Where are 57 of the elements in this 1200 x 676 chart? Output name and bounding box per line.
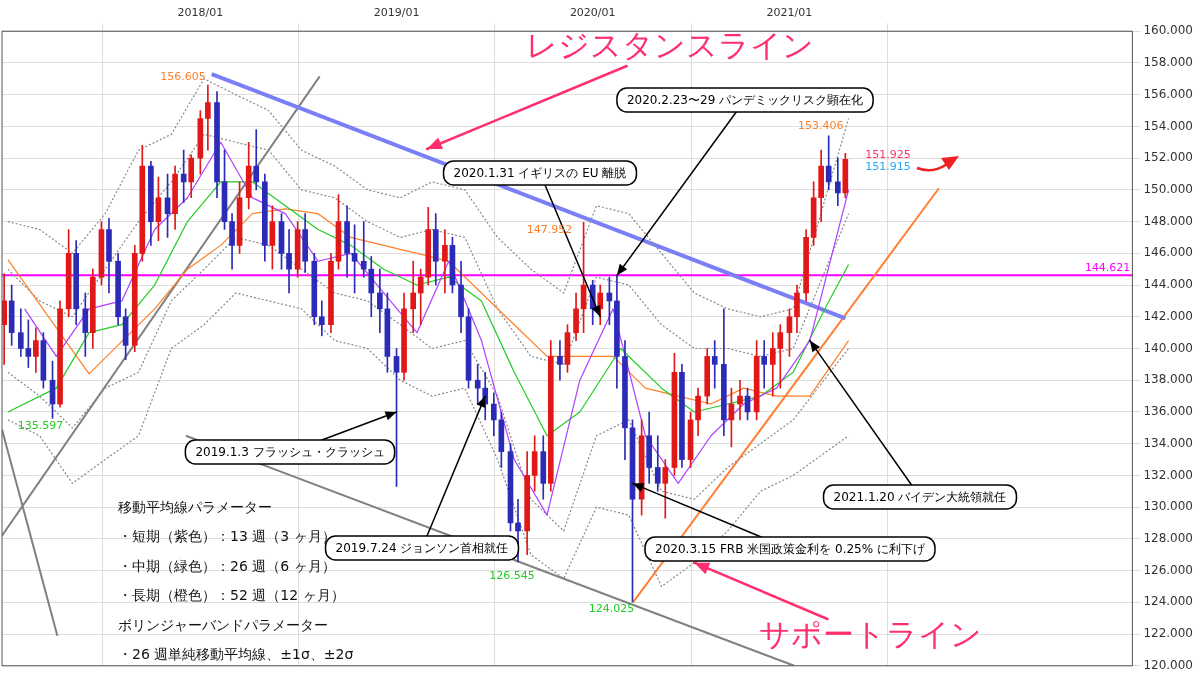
candlestick xyxy=(474,364,481,405)
candlestick xyxy=(180,149,187,203)
y-tick-label: 158.000 xyxy=(1143,55,1193,70)
candlestick xyxy=(377,268,383,333)
y-tick-label: 142.000 xyxy=(1143,308,1193,323)
annotation: ・長期（橙色）：52 週（12 ヶ月） xyxy=(118,587,345,604)
y-tick-label: 134.000 xyxy=(1143,435,1193,450)
y-tick-label: 124.000 xyxy=(1143,594,1193,609)
candlestick xyxy=(737,379,743,421)
candlestick xyxy=(711,340,718,389)
annotation: 151.915 xyxy=(865,160,911,174)
annotation: 移動平均線パラメーター xyxy=(118,498,272,515)
annotation: 2020.3.15 FRB 米国政策金利を 0.25% に利下げ xyxy=(655,542,926,557)
annotation: 2019.1.3 フラッシュ・クラッシュ xyxy=(195,445,385,460)
y-tick-label: 128.000 xyxy=(1143,531,1193,546)
x-tick-label: 2021/01 xyxy=(766,6,813,20)
y-tick-label: 156.000 xyxy=(1143,86,1193,101)
y-tick-label: 140.000 xyxy=(1143,340,1193,355)
annotation: レジスタンスライン xyxy=(526,27,814,64)
annotation: 126.545 xyxy=(489,568,535,582)
x-tick-label: 2019/01 xyxy=(373,6,420,20)
y-tick-label: 130.000 xyxy=(1143,499,1193,514)
annotation: 156.605 xyxy=(160,69,206,83)
annotation: ・中期（緑色）：26 週（6 ヶ月） xyxy=(118,557,336,574)
candlestick xyxy=(205,84,211,151)
annotation: 151.925 xyxy=(865,148,911,162)
y-tick-label: 122.000 xyxy=(1143,626,1193,641)
annotation: 135.597 xyxy=(17,419,64,433)
candlestick xyxy=(410,260,417,333)
y-tick-label: 160.000 xyxy=(1143,23,1193,38)
x-tick-label: 2018/01 xyxy=(177,6,224,20)
annotation: ボリンジャーバンドパラメーター xyxy=(118,616,328,633)
y-tick-label: 146.000 xyxy=(1143,245,1193,260)
annotation: ・26 週単純移動平均線、±1σ、±2σ xyxy=(118,646,354,663)
y-tick-label: 148.000 xyxy=(1143,213,1193,228)
y-tick-label: 144.000 xyxy=(1143,277,1193,292)
annotation: サポートライン xyxy=(758,616,982,653)
y-tick-label: 120.000 xyxy=(1143,657,1193,672)
y-tick-label: 136.000 xyxy=(1143,404,1193,419)
y-tick-label: 154.000 xyxy=(1143,118,1193,133)
ref-line-label: 144.621 xyxy=(1084,260,1131,274)
y-tick-label: 138.000 xyxy=(1143,372,1193,387)
candlestick xyxy=(834,157,841,207)
candlestick xyxy=(557,340,563,381)
annotation: 2019.7.24 ジョンソン首相就任 xyxy=(335,541,509,556)
y-tick-label: 150.000 xyxy=(1143,181,1193,196)
annotation: 153.406 xyxy=(797,118,844,132)
y-tick-label: 152.000 xyxy=(1143,150,1193,165)
candlestick xyxy=(761,340,768,389)
y-tick-label: 132.000 xyxy=(1143,467,1193,482)
annotation: 2020.1.31 イギリスの EU 離脱 xyxy=(453,166,627,181)
y-tick-label: 126.000 xyxy=(1143,562,1193,577)
x-tick-label: 2020/01 xyxy=(569,6,616,20)
annotation: 124.025 xyxy=(588,601,635,615)
annotation: 2020.2.23〜29 パンデミックリスク顕在化 xyxy=(626,93,864,108)
annotation: 2021.1.20 バイデン大統領就任 xyxy=(833,490,1007,505)
annotation: ・短期（紫色）：13 週（3 ヶ月） xyxy=(118,528,336,545)
